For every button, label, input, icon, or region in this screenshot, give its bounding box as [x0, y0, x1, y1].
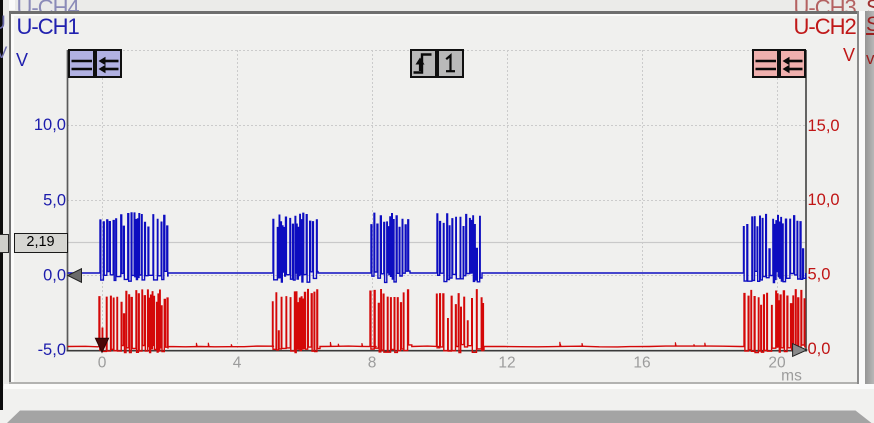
svg-text:5,0: 5,0	[808, 265, 831, 283]
svg-text:16: 16	[633, 355, 650, 372]
svg-text:8: 8	[368, 355, 377, 372]
svg-text:12: 12	[498, 355, 515, 372]
svg-text:10,0: 10,0	[34, 116, 66, 134]
svg-text:20: 20	[768, 355, 786, 372]
svg-text:0: 0	[98, 355, 107, 372]
svg-text:-5,0: -5,0	[38, 341, 66, 359]
svg-text:ms: ms	[781, 368, 802, 385]
svg-text:10,0: 10,0	[808, 191, 840, 209]
svg-text:5,0: 5,0	[43, 192, 66, 210]
svg-text:0,0: 0,0	[43, 267, 66, 285]
svg-text:15,0: 15,0	[808, 117, 840, 135]
svg-text:0,0: 0,0	[808, 340, 831, 358]
svg-text:4: 4	[233, 355, 242, 372]
